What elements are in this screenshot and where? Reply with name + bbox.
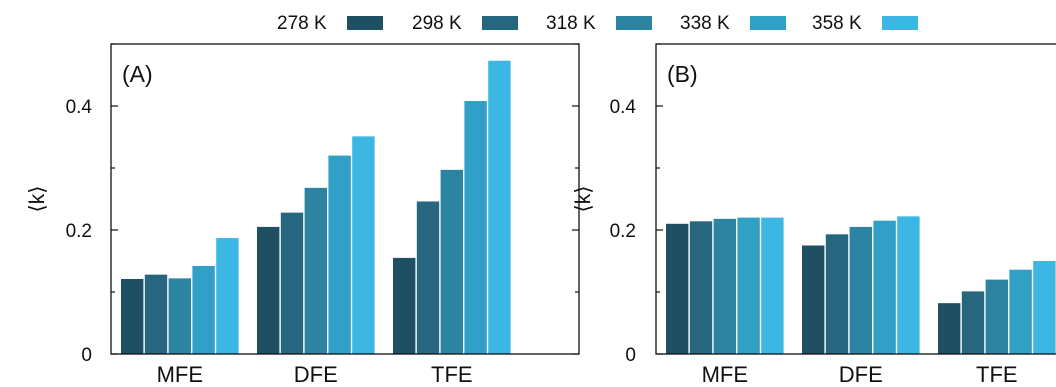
- bar: [961, 291, 985, 354]
- panel-label: (B): [667, 61, 698, 87]
- y-tick-label: 0: [81, 345, 92, 366]
- x-tick-label: TFE: [431, 362, 473, 387]
- bar: [352, 136, 375, 354]
- bar: [416, 201, 440, 354]
- chart-panels: 0 0.2 0.4 MFE DFE TFE (A) ⟨k⟩ 0 0.2 0.4 MFE DFE TFE (B…: [26, 43, 1056, 387]
- bar: [689, 221, 713, 354]
- y-tick-label: 0.2: [66, 221, 92, 242]
- x-tick-label: DFE: [294, 362, 338, 387]
- legend-swatch: [616, 16, 652, 30]
- bar: [328, 155, 351, 354]
- bar: [985, 279, 1008, 354]
- bar: [802, 245, 825, 354]
- bar: [938, 303, 961, 354]
- bar: [825, 234, 849, 354]
- bar: [713, 218, 736, 354]
- x-tick-label: MFE: [157, 362, 203, 387]
- legend-label: 318 K: [546, 13, 596, 34]
- bar: [144, 274, 168, 354]
- legend-swatch: [347, 16, 383, 30]
- bar: [849, 226, 872, 354]
- x-tick-label: MFE: [702, 362, 748, 387]
- bar: [666, 223, 689, 354]
- panel-label: (A): [122, 61, 153, 87]
- bar: [280, 212, 304, 354]
- bar: [1033, 261, 1056, 354]
- bar: [1009, 269, 1032, 354]
- bar: [488, 60, 511, 355]
- bar: [393, 257, 416, 354]
- legend-label: 338 K: [680, 13, 730, 34]
- plot-frame: [110, 43, 580, 355]
- y-axis-label: ⟨k⟩: [26, 186, 49, 213]
- bar: [192, 265, 215, 354]
- y-axis-label: ⟨k⟩: [572, 186, 595, 213]
- chart-panel-a: 0 0.2 0.4 MFE DFE TFE (A) ⟨k⟩: [26, 43, 580, 387]
- bar: [121, 278, 144, 354]
- x-tick-label: TFE: [976, 362, 1018, 387]
- bar: [761, 217, 784, 354]
- legend-swatch: [482, 16, 518, 30]
- legend-label: 358 K: [812, 13, 862, 34]
- legend-label: 278 K: [277, 13, 327, 34]
- legend-label: 298 K: [412, 13, 462, 34]
- bar: [304, 187, 327, 354]
- y-tick-label: 0.4: [66, 97, 93, 118]
- bar: [216, 238, 239, 354]
- bar: [737, 217, 760, 354]
- bar: [873, 220, 896, 354]
- bar: [464, 101, 487, 354]
- y-tick-label: 0.4: [610, 97, 637, 118]
- bar: [440, 169, 463, 354]
- legend-swatch: [882, 16, 918, 30]
- chart-panel-b: 0 0.2 0.4 MFE DFE TFE (B) ⟨k⟩: [572, 43, 1056, 387]
- bar: [168, 278, 191, 354]
- y-tick-label: 0: [625, 345, 636, 366]
- bar: [257, 226, 280, 354]
- plot-frame: [655, 43, 1056, 355]
- x-tick-label: DFE: [839, 362, 883, 387]
- y-tick-label: 0.2: [610, 221, 636, 242]
- legend-swatch: [750, 16, 786, 30]
- bar: [897, 216, 920, 354]
- legend: 278 K 298 K 318 K 338 K 358 K: [277, 13, 918, 34]
